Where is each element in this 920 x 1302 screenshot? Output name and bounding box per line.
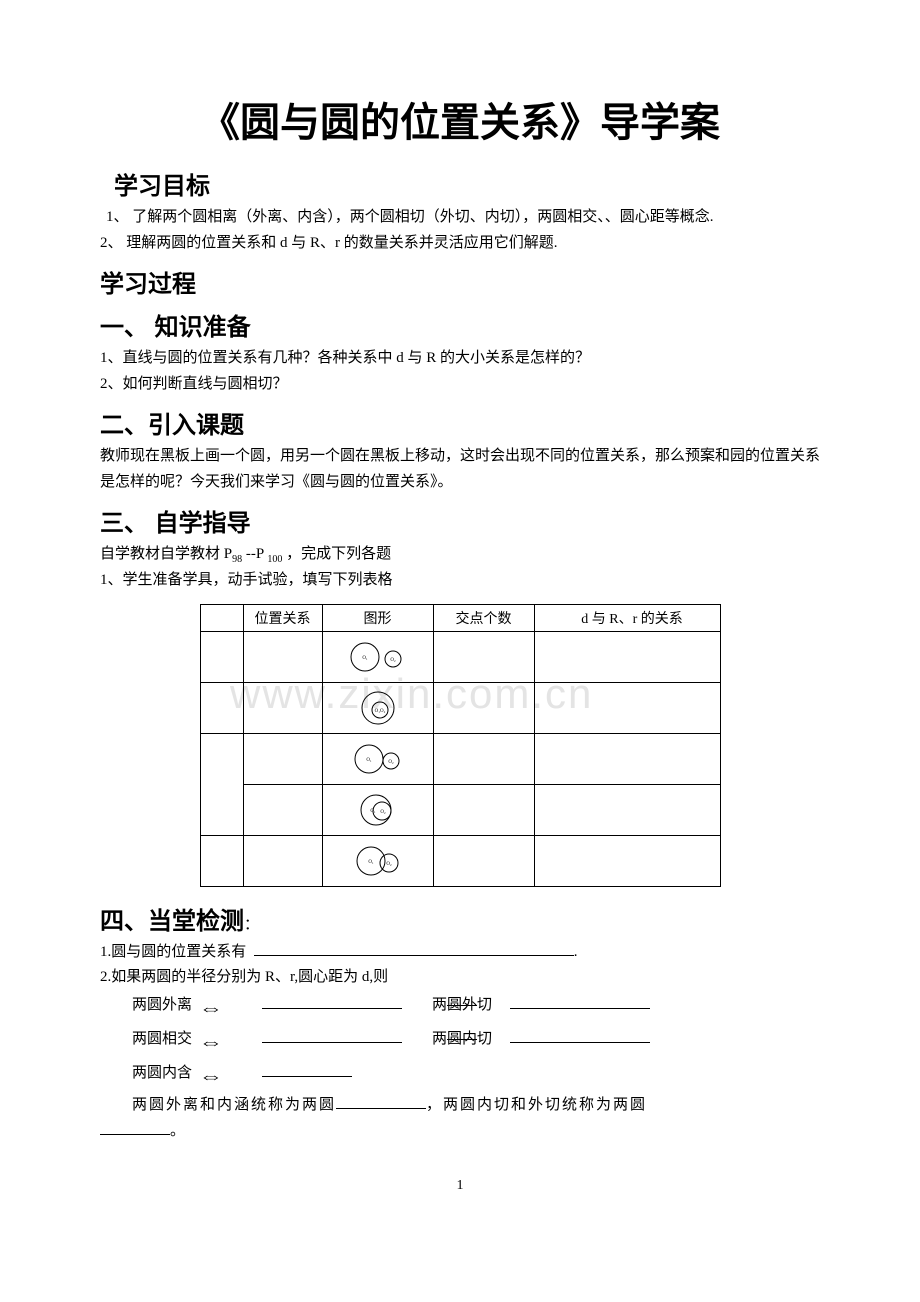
heading-test-text: 四、当堂检测 <box>100 908 244 935</box>
period: . <box>574 944 578 960</box>
th-relation: d 与 R、r 的关系 <box>534 604 720 631</box>
position-table: 位置关系 图形 交点个数 d 与 R、r 的关系 O₁ O₂ <box>200 604 721 887</box>
blank-fill <box>262 994 402 1009</box>
fig-internal-contain: O₁O₂ <box>322 682 433 733</box>
summary-period: 。 <box>170 1123 185 1139</box>
svg-text:O₂: O₂ <box>390 658 396 663</box>
blank-fill <box>510 1028 650 1043</box>
heading-goals: 学习目标 <box>114 166 820 201</box>
summary-line: 两圆外离和内涵统称为两圆 ，两圆内切和外切统称为两圆 <box>132 1093 820 1119</box>
heading-prep: 一、 知识准备 <box>100 307 820 342</box>
selfstudy-line2: 1、学生准备学具，动手试验，填写下列表格 <box>100 568 820 594</box>
fig-external-tangent: O₁ O₂ <box>322 733 433 784</box>
heading-process: 学习过程 <box>100 264 820 299</box>
heading-selfstudy: 三、 自学指导 <box>100 503 820 538</box>
prep-item-1: 1、直线与圆的位置关系有几种？各种关系中 d 与 R 的大小关系是怎样的？ <box>100 346 820 372</box>
th-pos-a <box>200 604 243 631</box>
prep-item-2: 2、如何判断直线与圆相切？ <box>100 372 820 398</box>
rel-row-3: 两圆内含 ⇔ <box>132 1059 820 1093</box>
rel-row-2: 两圆相交 ⇔ 两圆内切 <box>132 1025 820 1059</box>
blank-fill <box>262 1028 402 1043</box>
rel-l2: 两圆相交 <box>132 1025 202 1059</box>
svg-text:O₁: O₁ <box>362 656 368 661</box>
fig-intersect: O₁ O₂ <box>322 835 433 886</box>
svg-text:O₁: O₁ <box>370 809 376 814</box>
ss-sub1: 98 <box>232 554 242 565</box>
svg-text:O₂: O₂ <box>388 760 394 765</box>
table-row: O₁O₂ <box>200 682 720 733</box>
iff-icon: ⇔ <box>199 1025 223 1059</box>
rel-l3: 两圆内含 <box>132 1059 202 1093</box>
svg-text:O₁: O₁ <box>368 860 374 865</box>
heading-test-colon: ： <box>244 916 259 933</box>
ss-l1-b: ，完成下列各题 <box>282 546 391 562</box>
ss-sub2: 100 <box>267 554 282 565</box>
svg-text:O₂: O₂ <box>380 810 386 815</box>
blank-fill <box>262 1062 352 1077</box>
blank-fill <box>100 1120 170 1135</box>
goal-item-1: 1、 了解两个圆相离（外离、内含），两个圆相切（外切、内切），两圆相交、、圆心距… <box>106 205 820 231</box>
svg-text:O₁: O₁ <box>366 758 372 763</box>
goal-item-2: 2、 理解两圆的位置关系和 d 与 R、r 的数量关系并灵活应用它们解题. <box>100 231 820 257</box>
summary-end: 。 <box>100 1119 820 1145</box>
summary-b: ，两圆内切和外切统称为两圆 <box>426 1097 647 1113</box>
iff-icon: ⇔ <box>199 1059 223 1093</box>
test-q1-text: 1.圆与圆的位置关系有 <box>100 944 246 960</box>
test-q1: 1.圆与圆的位置关系有 . <box>100 940 820 966</box>
blank-fill <box>254 941 574 956</box>
ss-l1-mid: --P <box>242 546 267 562</box>
blank-fill <box>510 994 650 1009</box>
table-row: O₁ O₂ <box>200 784 720 835</box>
th-pos-b: 位置关系 <box>243 604 322 631</box>
blank-fill <box>336 1094 426 1109</box>
doc-title: 《圆与圆的位置关系》导学案 <box>100 90 820 148</box>
svg-text:O₂: O₂ <box>386 862 392 867</box>
rel-row-1: 两圆外离 ⇔ 两圆外切 <box>132 991 820 1025</box>
heading-test: 四、当堂检测： <box>100 901 820 936</box>
heading-intro: 二、引入课题 <box>100 405 820 440</box>
table-row: O₁ O₂ <box>200 733 720 784</box>
test-q2: 2.如果两圆的半径分别为 R、r,圆心距为 d,则 <box>100 965 820 991</box>
ss-l1-a: 自学教材自学教材 P <box>100 546 232 562</box>
page-number: 1 <box>100 1178 820 1194</box>
th-figure: 图形 <box>322 604 433 631</box>
iff-icon: ⇔ <box>199 991 223 1025</box>
rel-r2: 两圆内切 <box>432 1025 510 1059</box>
rel-l1: 两圆外离 <box>132 991 202 1025</box>
fig-external-separate: O₁ O₂ <box>322 631 433 682</box>
selfstudy-line1: 自学教材自学教材 P98 --P 100 ，完成下列各题 <box>100 542 820 568</box>
fig-internal-tangent: O₁ O₂ <box>322 784 433 835</box>
table-row: O₁ O₂ <box>200 631 720 682</box>
intro-body: 教师现在黑板上画一个圆，用另一个圆在黑板上移动，这时会出现不同的位置关系，那么预… <box>100 444 820 495</box>
table-header-row: 位置关系 图形 交点个数 d 与 R、r 的关系 <box>200 604 720 631</box>
th-intersections: 交点个数 <box>433 604 534 631</box>
svg-text:O₁O₂: O₁O₂ <box>374 709 385 714</box>
rel-r1: 两圆外切 <box>432 991 510 1025</box>
table-row: O₁ O₂ <box>200 835 720 886</box>
summary-a: 两圆外离和内涵统称为两圆 <box>132 1097 336 1113</box>
